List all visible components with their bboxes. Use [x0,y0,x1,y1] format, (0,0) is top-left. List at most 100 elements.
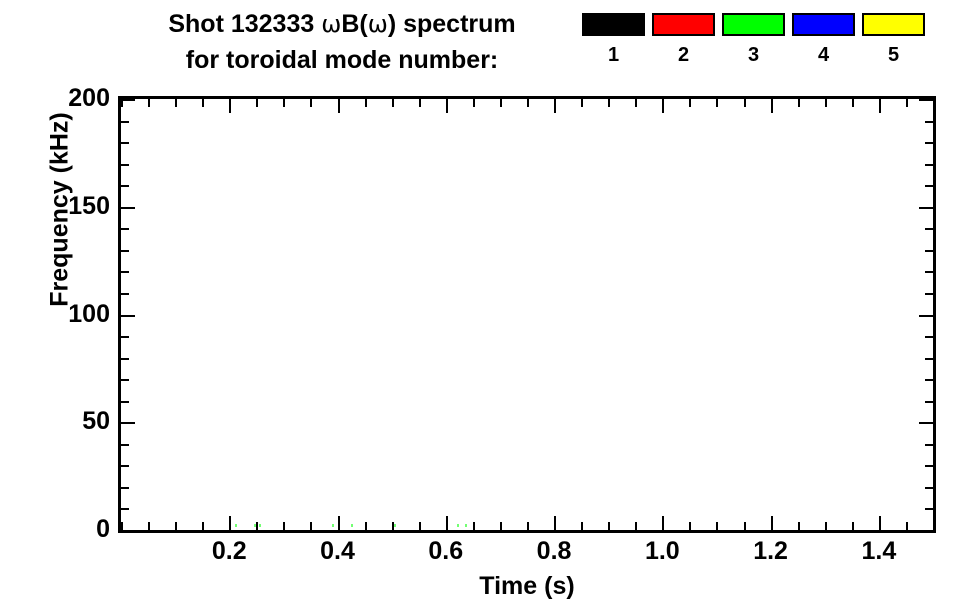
title-suffix: ) spectrum [387,10,516,38]
x-minor-tick-top [283,99,286,107]
x-minor-tick-top [797,99,800,107]
x-tick-label-0.2: 0.2 [211,537,247,565]
x-major-tick [662,516,665,530]
x-major-tick-top [770,99,773,113]
data-point [259,523,262,527]
y-minor-tick-right [925,379,933,382]
x-major-tick-top [554,99,557,113]
y-major-tick-right [919,314,933,317]
y-minor-tick [121,486,129,489]
x-minor-tick-top [202,99,205,107]
legend-entry-2[interactable]: 2 [652,13,715,66]
y-major-tick-right [919,99,933,101]
legend-swatch-3 [722,13,785,36]
omega-symbol-1: ω [321,10,342,38]
x-axis-tick-labels: 0.2 0.4 0.6 0.8 1.0 1.2 1.4 [118,539,936,571]
y-minor-tick-right [925,336,933,339]
plot-canvas [121,99,933,530]
legend-label-3: 3 [747,44,760,66]
x-minor-tick [310,522,313,530]
x-tick-label-0.6: 0.6 [428,537,464,565]
x-minor-tick-top [851,99,854,107]
y-minor-tick [121,465,129,468]
x-minor-tick-top [148,99,151,107]
y-major-tick [121,99,135,101]
x-minor-tick [905,522,908,530]
x-minor-tick [148,522,151,530]
y-major-tick [121,530,135,532]
data-point [253,523,256,527]
x-axis-title: Time (s) [479,572,575,600]
x-minor-tick [527,522,529,530]
x-minor-tick [743,522,746,530]
x-minor-tick-top [933,99,935,107]
y-major-tick-right [919,422,933,425]
legend-label-5: 5 [887,44,900,66]
data-point [234,523,237,527]
y-minor-tick-right [925,120,933,123]
y-minor-tick [121,120,129,123]
x-major-tick [337,516,340,530]
y-minor-tick [121,400,129,403]
x-minor-tick [283,522,286,530]
y-tick-label-0: 0 [96,515,110,543]
x-minor-tick [202,522,205,530]
legend-swatch-5 [862,13,925,36]
x-major-tick-top [662,99,665,113]
y-minor-tick [121,271,129,274]
title-prefix: Shot 132333 [168,10,322,38]
legend-entry-1[interactable]: 1 [582,13,645,66]
legend-label-1: 1 [607,44,620,66]
x-minor-tick-top [121,99,123,107]
data-point [456,523,459,527]
x-minor-tick [824,522,827,530]
legend-entry-3[interactable]: 3 [722,13,785,66]
x-minor-tick-top [175,99,178,107]
x-major-tick-top [337,99,340,113]
x-tick-label-1.4: 1.4 [861,537,897,565]
x-major-tick [554,516,557,530]
legend-label-2: 2 [677,44,690,66]
x-major-tick-top [878,99,881,113]
y-minor-tick-right [925,163,933,166]
y-major-tick [121,206,135,209]
x-minor-tick-top [472,99,475,107]
y-tick-label-200: 200 [68,84,110,112]
y-minor-tick [121,292,129,295]
x-minor-tick [121,522,123,530]
x-minor-tick-top [689,99,692,107]
x-minor-tick-top [905,99,908,107]
x-minor-tick [472,522,475,530]
y-minor-tick-right [925,142,933,145]
y-tick-label-50: 50 [82,407,110,436]
legend-label-4: 4 [817,44,830,66]
x-minor-tick-top [391,99,394,107]
data-point [464,523,467,527]
x-minor-tick [418,522,421,530]
legend: 1 2 3 4 5 [582,13,952,88]
legend-swatch-1 [582,13,645,36]
x-minor-tick-top [364,99,367,107]
chart-title-line-2: for toroidal mode number: [185,46,499,74]
x-minor-tick-top [499,99,502,107]
y-minor-tick-right [925,185,933,188]
y-minor-tick [121,163,129,166]
x-minor-tick-top [824,99,827,107]
x-minor-tick-top [310,99,313,107]
legend-swatch-2 [652,13,715,36]
y-axis-title: Frequency (kHz) [45,112,74,307]
x-minor-tick [175,522,178,530]
y-minor-tick [121,357,129,360]
omega-symbol-2: ω [367,10,388,38]
x-minor-tick [716,522,719,530]
x-minor-tick-top [608,99,611,107]
legend-entry-5[interactable]: 5 [862,13,925,66]
x-minor-tick [364,522,367,530]
legend-entry-4[interactable]: 4 [792,13,855,66]
y-tick-label-100: 100 [68,299,110,328]
y-minor-tick-right [925,508,933,511]
y-minor-tick [121,379,129,382]
x-minor-tick-top [256,99,259,107]
plot-area[interactable] [118,96,936,533]
y-minor-tick-right [925,249,933,252]
